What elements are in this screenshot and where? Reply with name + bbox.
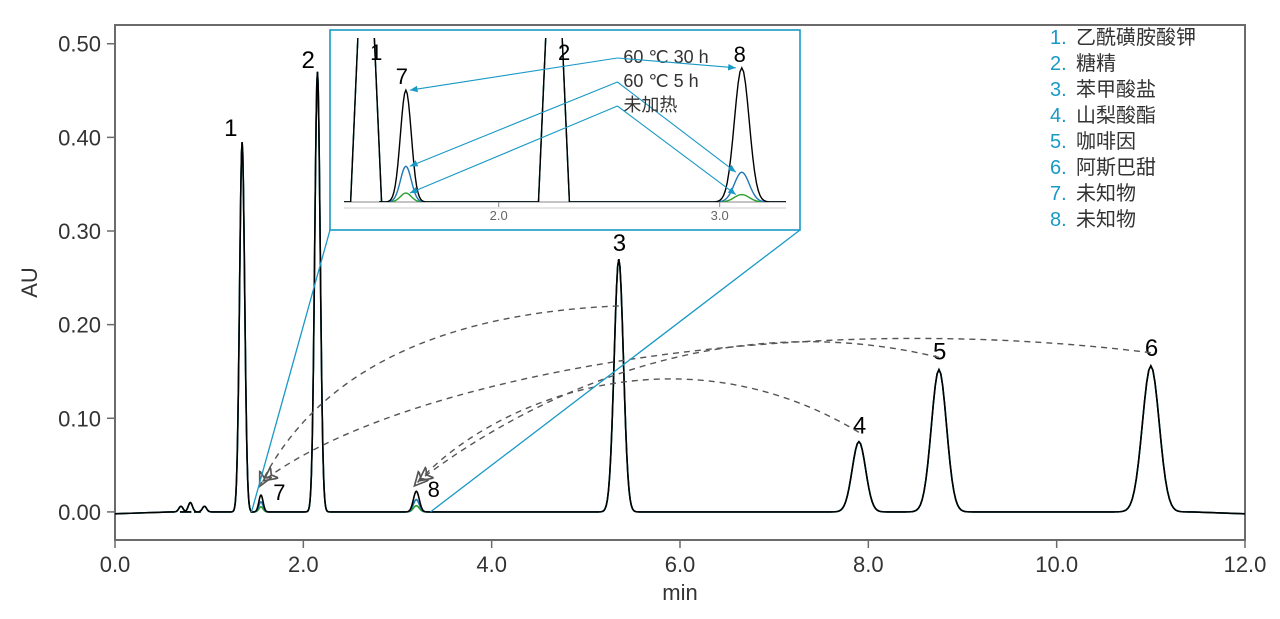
peak-label: 2	[301, 47, 314, 74]
legend-label: 山梨酸酯	[1076, 104, 1156, 127]
inset-peak-label: 8	[734, 42, 746, 67]
x-tick-label: 8.0	[853, 552, 884, 577]
inset-x-tick-label: 3.0	[711, 208, 729, 223]
legend-number: 2.	[1050, 53, 1067, 75]
x-tick-label: 10.0	[1035, 552, 1078, 577]
peak-label: 1	[224, 115, 237, 142]
legend-label: 未知物	[1076, 208, 1136, 231]
peak-label-small: 8	[428, 477, 440, 502]
legend-label: 乙酰磺胺酸钾	[1076, 26, 1196, 49]
x-tick-label: 12.0	[1224, 552, 1267, 577]
y-tick-label: 0.00	[58, 500, 101, 525]
inset-peak-label: 1	[370, 40, 382, 65]
chart-svg: 0.00 0.10 0.20 0.30 0.40 0.50 0.0 2.0 4.0 6.0 8.0 1…	[0, 0, 1280, 619]
peak-label: 6	[1145, 335, 1158, 362]
legend-number: 5.	[1050, 131, 1067, 153]
legend-number: 8.	[1050, 209, 1067, 231]
y-tick-label: 0.20	[58, 313, 101, 338]
legend-number: 3.	[1050, 79, 1067, 101]
inset-x-tick-label: 2.0	[490, 208, 508, 223]
legend-label: 未知物	[1076, 182, 1136, 205]
legend-label: 苯甲酸盐	[1076, 78, 1156, 101]
inset-peak-label: 2	[558, 40, 570, 65]
dashed-arrow	[261, 306, 619, 484]
dashed-arrow	[416, 379, 859, 484]
y-axis-label: AU	[17, 267, 42, 298]
x-tick-label: 6.0	[665, 552, 696, 577]
legend-number: 1.	[1050, 27, 1067, 49]
x-tick-label: 2.0	[288, 552, 319, 577]
inset-peak-label: 7	[396, 64, 408, 89]
zoom-connector	[430, 230, 800, 512]
peak-label: 4	[853, 413, 866, 440]
dashed-arrow	[421, 342, 939, 479]
legend-number: 6.	[1050, 157, 1067, 179]
y-tick-label: 0.30	[58, 219, 101, 244]
chromatogram-figure: 0.00 0.10 0.20 0.30 0.40 0.50 0.0 2.0 4.0 6.0 8.0 1…	[0, 0, 1280, 619]
legend-number: 7.	[1050, 183, 1067, 205]
dashed-arrow	[266, 338, 1151, 479]
y-tick-label: 0.10	[58, 406, 101, 431]
y-tick-label: 0.50	[58, 32, 101, 57]
x-tick-label: 0.0	[100, 552, 131, 577]
legend-label: 糖精	[1076, 52, 1116, 75]
peak-label: 3	[613, 230, 626, 257]
y-tick-label: 0.40	[58, 125, 101, 150]
legend-label: 咖啡因	[1076, 130, 1136, 153]
legend-label: 阿斯巴甜	[1076, 156, 1156, 179]
zoom-connector	[252, 230, 330, 512]
peak-label-small: 7	[273, 480, 285, 505]
x-axis-label: min	[662, 580, 697, 605]
inset-condition-label: 60 ℃ 5 h	[623, 71, 698, 91]
legend-number: 4.	[1050, 105, 1067, 127]
peak-label: 5	[933, 339, 946, 366]
x-tick-label: 4.0	[476, 552, 507, 577]
inset-condition-label: 未加热	[623, 95, 677, 115]
